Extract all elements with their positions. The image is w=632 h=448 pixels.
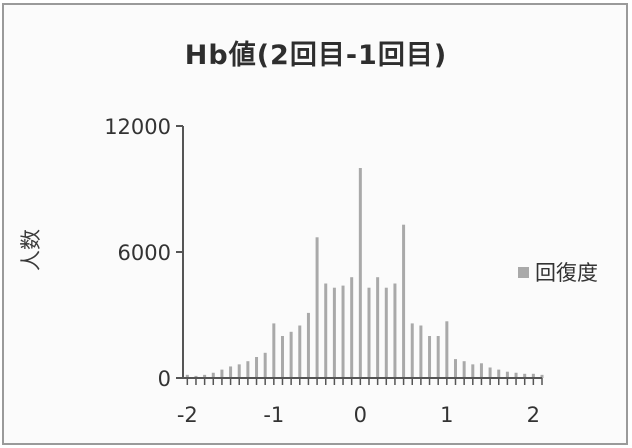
bar <box>229 366 233 378</box>
chart-frame <box>2 3 628 445</box>
bar <box>462 361 466 378</box>
bar <box>402 224 406 378</box>
x-tick-label: -2 <box>177 403 198 427</box>
bar <box>272 323 276 378</box>
bar <box>531 373 535 378</box>
bar <box>194 375 198 378</box>
bar <box>324 283 328 378</box>
bar <box>280 336 284 378</box>
bar <box>376 277 380 378</box>
legend-label: 回復度 <box>535 261 598 285</box>
bar <box>332 287 336 378</box>
bar <box>237 364 241 378</box>
chart-title: Hb値(2回目-1回目) <box>184 40 448 71</box>
bar <box>445 321 449 378</box>
bar <box>246 361 250 378</box>
y-tick-label: 0 <box>158 367 171 391</box>
bar <box>497 369 501 378</box>
bar <box>298 325 302 378</box>
bar <box>306 312 310 378</box>
bar <box>514 372 518 378</box>
bar <box>341 285 345 378</box>
bar <box>453 359 457 378</box>
bar <box>220 369 224 378</box>
bar <box>263 352 267 378</box>
x-tick-label: 0 <box>354 403 367 427</box>
bar <box>384 287 388 378</box>
bar <box>540 374 544 378</box>
bar <box>315 237 319 378</box>
bar <box>367 287 371 378</box>
x-tick-label: -1 <box>263 403 284 427</box>
legend-swatch <box>518 266 529 278</box>
y-tick-label: 12000 <box>104 115 171 139</box>
bar <box>393 283 397 378</box>
bar <box>471 364 475 378</box>
bar <box>410 323 414 378</box>
bar <box>203 374 207 378</box>
bar <box>289 331 293 378</box>
x-tick-label: 2 <box>527 403 540 427</box>
bar <box>523 373 527 378</box>
bar <box>255 357 259 378</box>
bar <box>479 363 483 378</box>
bar <box>505 371 509 378</box>
bar <box>211 372 215 378</box>
bar <box>358 168 362 378</box>
bar <box>488 367 492 378</box>
bar <box>185 374 189 378</box>
bar <box>436 336 440 378</box>
x-tick-label: 1 <box>440 403 453 427</box>
bar <box>419 325 423 378</box>
bar <box>428 336 432 378</box>
y-tick-label: 6000 <box>118 241 171 265</box>
bar <box>350 277 354 378</box>
legend: 回復度 <box>518 257 598 287</box>
